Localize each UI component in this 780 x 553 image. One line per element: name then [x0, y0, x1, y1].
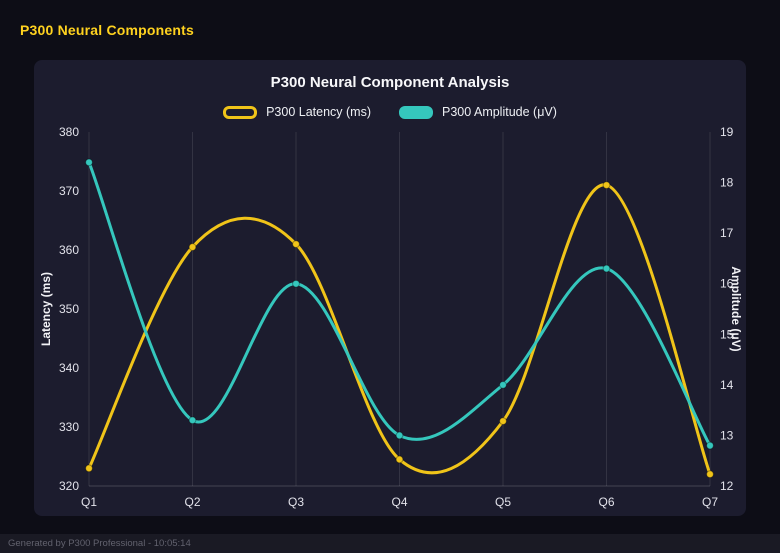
right-tick-label: 12	[720, 479, 734, 493]
left-tick-label: 350	[59, 302, 79, 316]
chart-panel: P300 Neural Component Analysis P300 Late…	[34, 60, 746, 516]
left-tick-label: 340	[59, 361, 79, 375]
page-title: P300 Neural Components	[20, 22, 194, 38]
right-axis-title: Amplitude (μV)	[729, 266, 743, 351]
data-point	[292, 279, 300, 288]
data-point	[602, 181, 611, 189]
legend-label-amplitude: P300 Amplitude (μV)	[442, 105, 557, 119]
chart-legend: P300 Latency (ms) P300 Amplitude (μV)	[34, 102, 746, 122]
legend-swatch-amplitude	[399, 105, 433, 119]
data-point	[395, 431, 404, 440]
data-point	[188, 416, 197, 425]
chart-canvas: 320 330 340 350 360 370 380 12 13 14 15 16 17 18 19 Q1 Q…	[39, 125, 743, 509]
data-point	[188, 243, 197, 251]
data-point	[706, 470, 714, 479]
x-tick-label: Q2	[184, 495, 200, 509]
right-tick-label: 13	[720, 428, 734, 442]
right-tick-label: 16	[720, 277, 734, 291]
chart-title: P300 Neural Component Analysis	[270, 74, 510, 91]
right-tick-label: 15	[720, 327, 734, 341]
x-tick-label: Q7	[702, 495, 718, 509]
legend-item-amplitude[interactable]: P300 Amplitude (μV)	[399, 105, 557, 119]
right-tick-label: 14	[720, 378, 734, 392]
legend-swatch-latency	[223, 105, 258, 119]
x-tick-label: Q5	[495, 495, 511, 509]
data-point	[499, 380, 507, 389]
left-axis-title: Latency (ms)	[39, 272, 53, 346]
x-tick-label: Q1	[81, 495, 97, 509]
data-point	[292, 240, 300, 248]
data-point	[395, 455, 404, 464]
right-tick-label: 18	[720, 176, 734, 190]
left-tick-label: 360	[59, 243, 79, 257]
data-point	[499, 417, 507, 426]
data-point	[85, 158, 93, 167]
left-tick-label: 370	[59, 184, 79, 198]
status-bar: Generated by P300 Professional - 10:05:1…	[0, 534, 780, 553]
right-tick-label: 19	[720, 125, 734, 139]
data-point	[706, 441, 714, 450]
x-tick-label: Q3	[288, 495, 304, 509]
data-point	[85, 464, 93, 473]
right-tick-label: 17	[720, 226, 734, 240]
footer-text: Generated by P300 Professional - 10:05:1…	[8, 538, 191, 549]
left-tick-label: 380	[59, 125, 79, 139]
x-tick-label: Q6	[598, 495, 614, 509]
left-tick-label: 330	[59, 420, 79, 434]
legend-label-latency: P300 Latency (ms)	[266, 105, 371, 119]
legend-item-latency[interactable]: P300 Latency (ms)	[223, 105, 371, 119]
data-point	[602, 264, 611, 273]
x-tick-label: Q4	[391, 495, 407, 509]
left-tick-label: 320	[59, 479, 79, 493]
